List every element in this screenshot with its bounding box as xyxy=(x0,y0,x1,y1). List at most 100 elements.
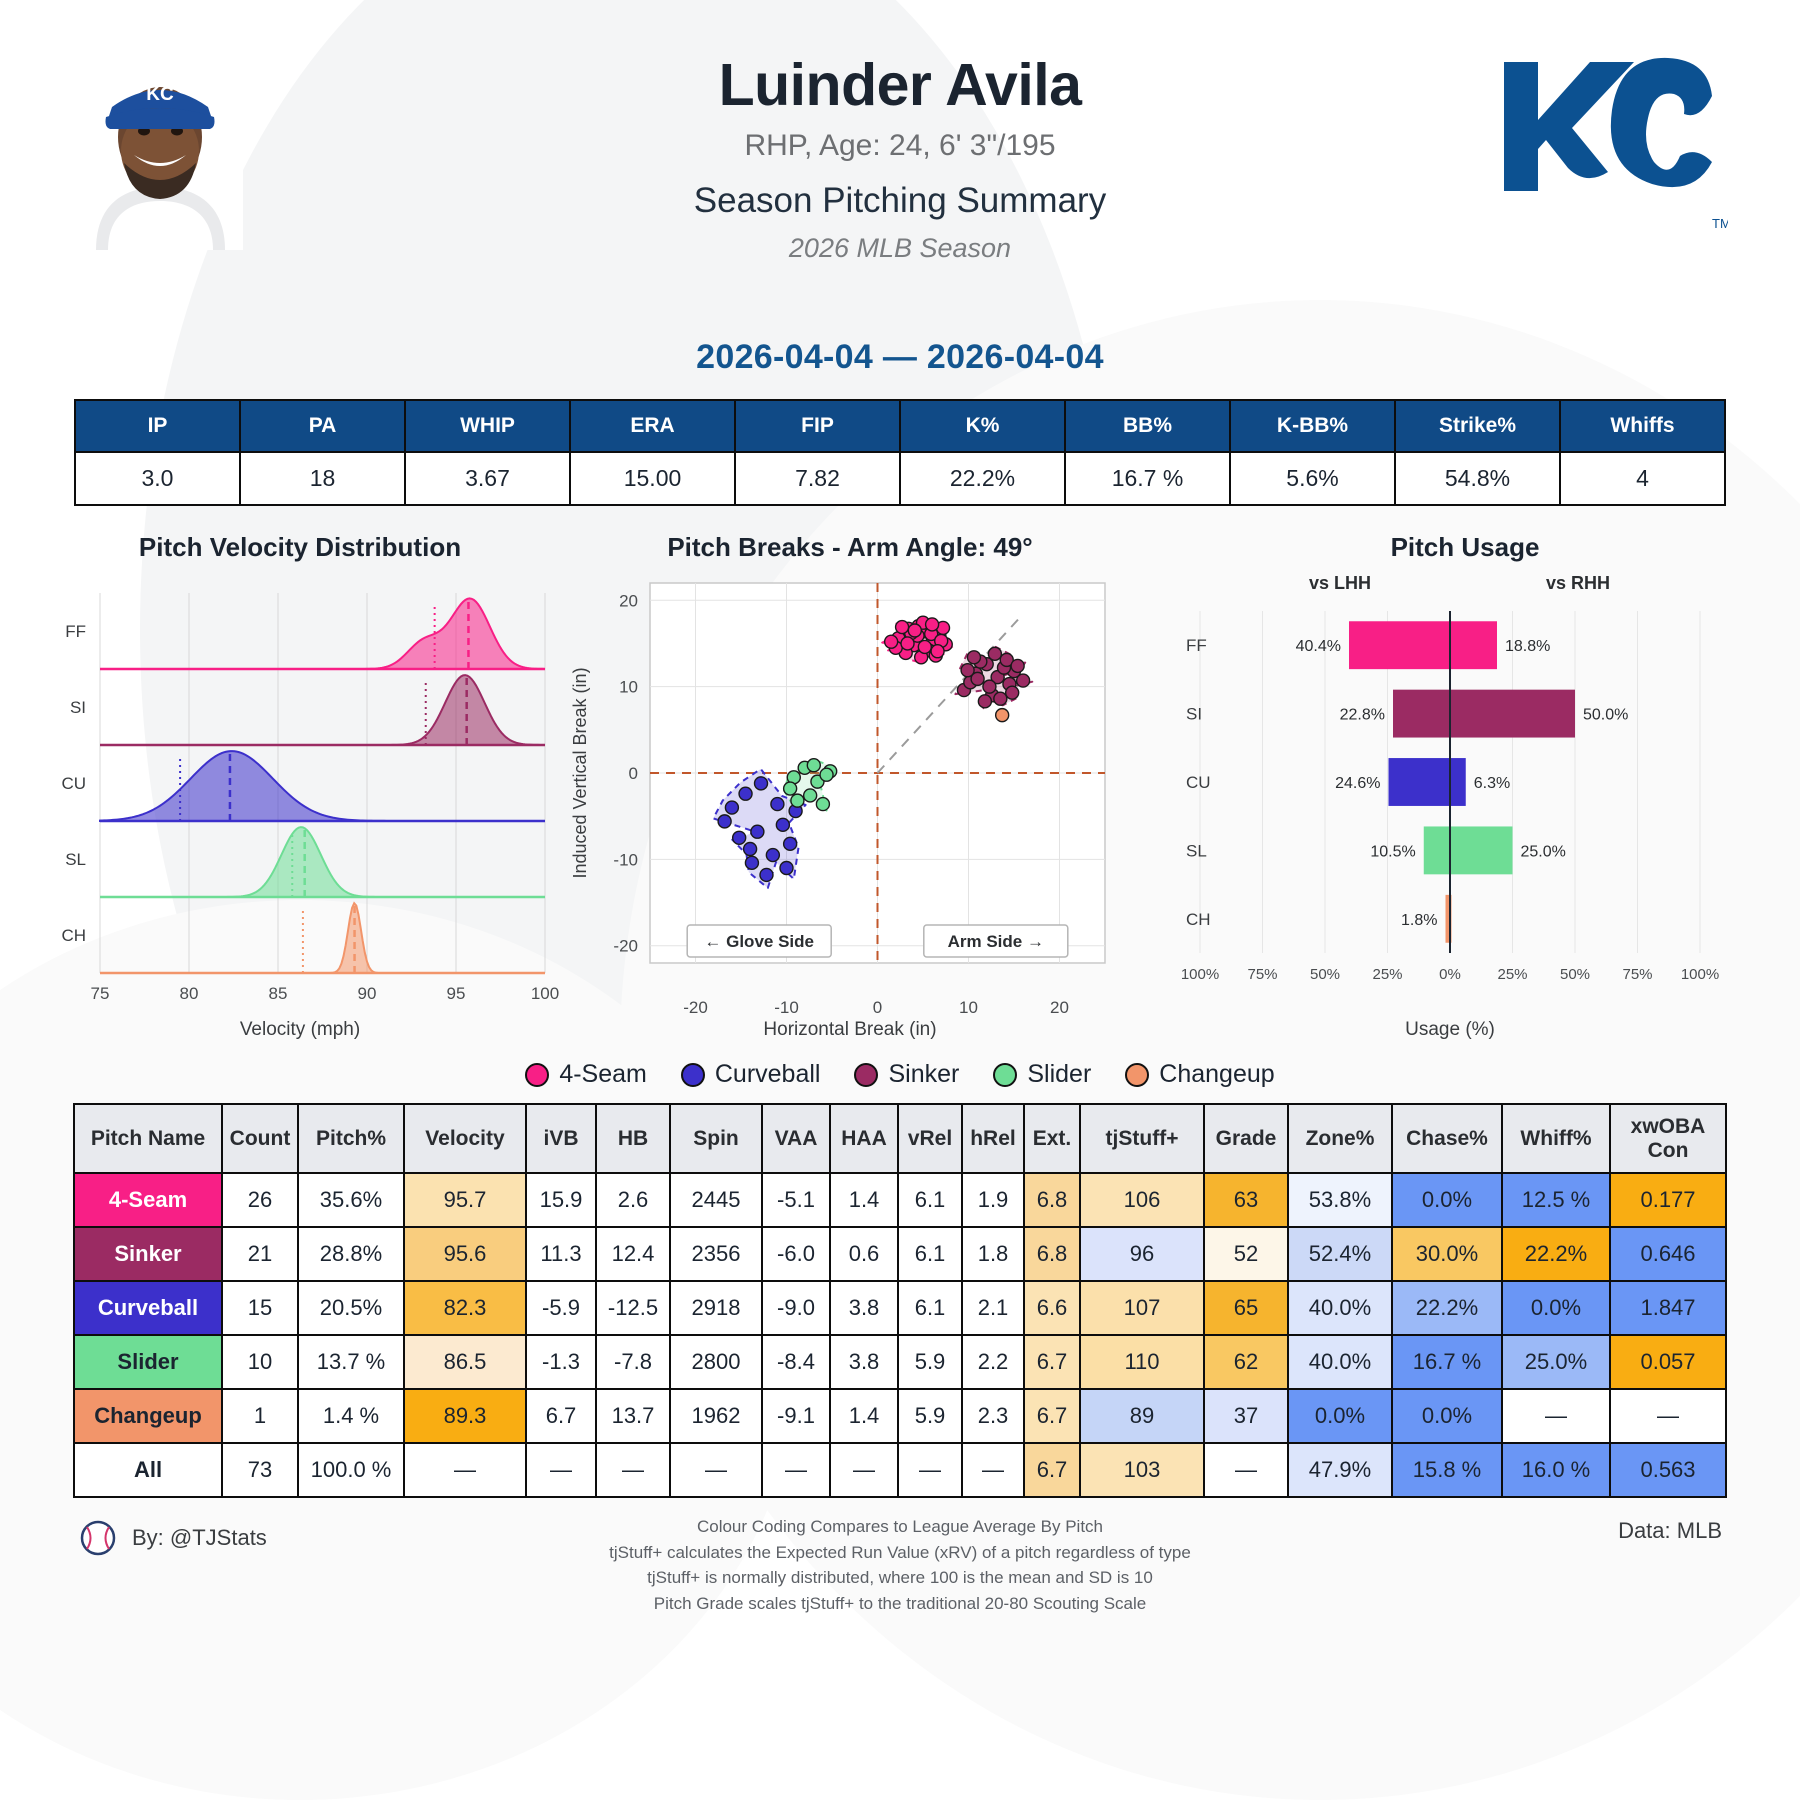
footer-notes: Colour Coding Compares to League Average… xyxy=(40,1508,1760,1616)
pitch-metric-cell: -8.4 xyxy=(761,1334,831,1391)
summary-value-k-bb: 5.6% xyxy=(1229,451,1396,506)
pitch-name-cell: All xyxy=(73,1442,223,1499)
pitch-metric-cell: — xyxy=(403,1442,527,1499)
pitch-metric-cell: 1.4 xyxy=(829,1172,899,1229)
pitch-col-ext: Ext. xyxy=(1023,1102,1081,1175)
usage-chart-svg: vs LHH vs RHH 100% 75% 50% 25% 0% 25% 50% 75% 100%… xyxy=(1181,573,1719,983)
summary-value-whip: 3.67 xyxy=(404,451,571,506)
pitch-col-grade: Grade xyxy=(1203,1102,1289,1175)
pitch-metric-cell: 65 xyxy=(1203,1280,1289,1337)
pitch-col-velocity: Velocity xyxy=(403,1102,527,1175)
legend-dot-icon xyxy=(525,1062,550,1087)
pitch-metric-cell: 82.3 xyxy=(403,1280,527,1337)
footer-note-line: tjStuff+ calculates the Expected Run Val… xyxy=(609,1542,1191,1562)
breaks-x-tick: -10 xyxy=(774,998,799,1017)
player-meta: RHP, Age: 24, 6' 3"/195 xyxy=(744,128,1056,162)
legend-item-sinker: Sinker xyxy=(854,1060,959,1089)
pitch-name-cell: Changeup xyxy=(73,1388,223,1445)
pitch-metric-cell: -5.9 xyxy=(525,1280,597,1337)
summary-header-k-bb: K-BB% xyxy=(1229,399,1396,453)
summary-header-fip: FIP xyxy=(734,399,901,453)
pitch-metric-cell: 53.8% xyxy=(1287,1172,1393,1229)
summary-header-strike: Strike% xyxy=(1394,399,1561,453)
table-row: Changeup 1 1.4 % 89.3 6.7 13.7 1962 -9.1 1.4 5.9 2… xyxy=(73,1388,1727,1445)
usage-x-tick: 0% xyxy=(1439,966,1461,983)
breaks-y-tick: -20 xyxy=(613,937,638,956)
pitch-metric-cell: 13.7 xyxy=(595,1388,671,1445)
summary-header-whiffs: Whiffs xyxy=(1559,399,1726,453)
legend-dot-icon xyxy=(1125,1062,1150,1087)
pitch-metric-cell: 6.7 xyxy=(1023,1442,1081,1499)
footer-credit: By: @TJStats xyxy=(78,1518,267,1558)
usage-x-tick: 50% xyxy=(1560,966,1590,983)
pitch-metric-cell: 1.9 xyxy=(961,1172,1025,1229)
pitch-metric-cell: -5.1 xyxy=(761,1172,831,1229)
usage-value-lhh: 24.6% xyxy=(1335,775,1380,792)
summary-value-pa: 18 xyxy=(239,451,406,506)
pitch-col-ivb: iVB xyxy=(525,1102,597,1175)
pitch-metric-cell: 6.1 xyxy=(897,1172,963,1229)
table-row: Sinker 21 28.8% 95.6 11.3 12.4 2356 -6.0 0.6 6.1 1… xyxy=(73,1226,1727,1283)
pitch-metric-cell: 0.0% xyxy=(1501,1280,1611,1337)
pitch-metric-cell: 89 xyxy=(1079,1388,1205,1445)
pitch-metric-cell: 0.0% xyxy=(1391,1172,1503,1229)
pitch-metric-cell: 22.2% xyxy=(1501,1226,1611,1283)
usage-subtitle-right: vs RHH xyxy=(1546,573,1610,593)
table-row: Curveball 15 20.5% 82.3 -5.9 -12.5 2918 -9.0 3.8… xyxy=(73,1280,1727,1337)
pitch-metric-cell: — xyxy=(1203,1442,1289,1499)
velocity-x-tick: 75 xyxy=(91,984,110,1003)
velocity-x-tick: 85 xyxy=(269,984,288,1003)
pitch-metric-cell: — xyxy=(669,1442,763,1499)
pitch-metric-cell: — xyxy=(595,1442,671,1499)
legend-item-slider: Slider xyxy=(993,1060,1091,1089)
pitch-metric-cell: -7.8 xyxy=(595,1334,671,1391)
table-row: 4-Seam 26 35.6% 95.7 15.9 2.6 2445 -5.1 1.4 6.1 1.… xyxy=(73,1172,1727,1229)
usage-value-lhh: 1.8% xyxy=(1401,912,1437,929)
pitch-metric-cell: -9.1 xyxy=(761,1388,831,1445)
pitch-metric-cell: 62 xyxy=(1203,1334,1289,1391)
pitch-metric-cell: 13.7 % xyxy=(297,1334,405,1391)
pitch-metric-cell: 15.8 % xyxy=(1391,1442,1503,1499)
pitch-metric-cell: 40.0% xyxy=(1287,1280,1393,1337)
velocity-x-axis-label: Velocity (mph) xyxy=(239,1019,361,1040)
pitch-col-chase: Chase% xyxy=(1391,1102,1503,1175)
pitch-col-xwoba-con: xwOBA Con xyxy=(1609,1102,1727,1175)
pitch-table-header-row: Pitch Name Count Pitch% Velocity iVB HB Spin VA… xyxy=(73,1102,1727,1175)
pitch-metric-cell: — xyxy=(761,1442,831,1499)
velocity-chart-title: Pitch Velocity Distribution xyxy=(138,532,462,562)
pitch-metric-cell: 10 xyxy=(221,1334,299,1391)
pitch-metric-cell: 30.0% xyxy=(1391,1226,1503,1283)
pitch-metric-cell: -9.0 xyxy=(761,1280,831,1337)
summary-value-strike: 54.8% xyxy=(1394,451,1561,506)
usage-value-lhh: 22.8% xyxy=(1340,707,1385,724)
pitch-metric-cell: -6.0 xyxy=(761,1226,831,1283)
legend-label: Changeup xyxy=(1159,1060,1275,1088)
summary-value-k: 22.2% xyxy=(899,451,1066,506)
usage-value-rhh: 25.0% xyxy=(1521,843,1566,860)
usage-row-label-CU: CU xyxy=(1186,773,1211,792)
pitch-metric-cell: 6.1 xyxy=(897,1280,963,1337)
summary-header-row: IP PA WHIP ERA FIP K% BB% K-BB% Strike% Whiffs xyxy=(74,399,1726,453)
usage-x-tick: 100% xyxy=(1181,966,1219,983)
pitch-col-tjstuff: tjStuff+ xyxy=(1079,1102,1205,1175)
pitch-metric-cell: 3.8 xyxy=(829,1334,899,1391)
summary-value-era: 15.00 xyxy=(569,451,736,506)
pitch-metric-cell: 28.8% xyxy=(297,1226,405,1283)
pitch-metric-cell: 16.7 % xyxy=(1391,1334,1503,1391)
svg-text:Arm Side →: Arm Side → xyxy=(948,932,1044,951)
velocity-x-tick: 95 xyxy=(447,984,466,1003)
pitch-col-hb: HB xyxy=(595,1102,671,1175)
pitch-metric-cell: — xyxy=(1501,1388,1611,1445)
pitch-metric-cell: 47.9% xyxy=(1287,1442,1393,1499)
usage-subtitle-left: vs LHH xyxy=(1309,573,1371,593)
usage-x-tick: 75% xyxy=(1622,966,1652,983)
summary-header-whip: WHIP xyxy=(404,399,571,453)
pitch-col-whiff: Whiff% xyxy=(1501,1102,1611,1175)
footer-data-source: Data: MLB xyxy=(1618,1518,1722,1544)
pitch-metric-cell: 110 xyxy=(1079,1334,1205,1391)
pitch-metric-cell: 0.6 xyxy=(829,1226,899,1283)
pitch-name-cell: Sinker xyxy=(73,1226,223,1283)
pitch-metric-cell: 1 xyxy=(221,1388,299,1445)
summary-value-row: 3.0 18 3.67 15.00 7.82 22.2% 16.7 % 5.6% 54.8% 4 xyxy=(74,451,1726,506)
legend-dot-icon xyxy=(680,1062,705,1087)
